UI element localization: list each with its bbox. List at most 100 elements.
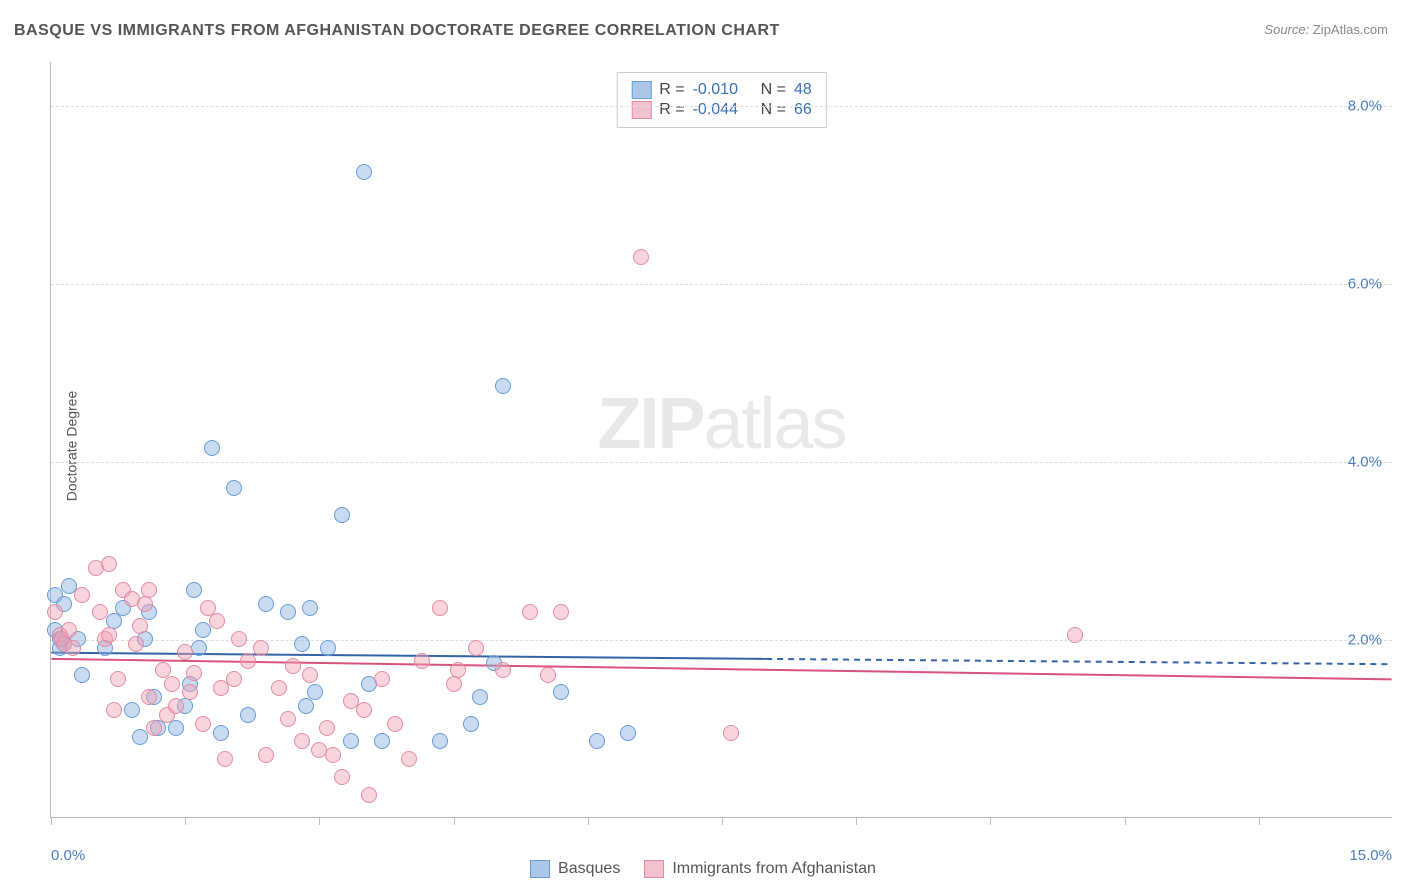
- scatter-point: [320, 640, 336, 656]
- scatter-point: [226, 671, 242, 687]
- scatter-point: [226, 480, 242, 496]
- scatter-point: [186, 665, 202, 681]
- scatter-point: [302, 600, 318, 616]
- scatter-point: [168, 698, 184, 714]
- watermark: ZIPatlas: [597, 383, 845, 465]
- chart-title: BASQUE VS IMMIGRANTS FROM AFGHANISTAN DO…: [14, 22, 780, 40]
- scatter-point: [101, 627, 117, 643]
- scatter-point: [92, 604, 108, 620]
- y-tick-label: 2.0%: [1348, 632, 1382, 649]
- legend-r-label: R =: [659, 101, 684, 119]
- scatter-point: [343, 733, 359, 749]
- legend-r-label: R =: [659, 81, 684, 99]
- scatter-point: [195, 716, 211, 732]
- scatter-point: [432, 733, 448, 749]
- gridline: [51, 462, 1392, 463]
- scatter-point: [620, 725, 636, 741]
- scatter-point: [61, 622, 77, 638]
- x-tick: [1125, 817, 1126, 825]
- scatter-point: [356, 164, 372, 180]
- scatter-point: [540, 667, 556, 683]
- x-tick: [51, 817, 52, 825]
- scatter-point: [132, 618, 148, 634]
- scatter-point: [294, 636, 310, 652]
- regression-lines-layer: [51, 62, 1392, 817]
- legend-swatch: [644, 860, 664, 878]
- scatter-point: [280, 604, 296, 620]
- scatter-point: [240, 653, 256, 669]
- scatter-point: [258, 747, 274, 763]
- x-tick: [185, 817, 186, 825]
- scatter-point: [253, 640, 269, 656]
- scatter-point: [146, 720, 162, 736]
- legend-row: R =-0.010N =48: [631, 81, 811, 99]
- scatter-point: [204, 440, 220, 456]
- watermark-rest: atlas: [703, 384, 845, 464]
- legend-item: Immigrants from Afghanistan: [644, 860, 876, 878]
- scatter-point: [128, 636, 144, 652]
- scatter-point: [124, 702, 140, 718]
- scatter-point: [168, 720, 184, 736]
- x-axis-min-label: 0.0%: [51, 847, 85, 864]
- scatter-point: [302, 667, 318, 683]
- legend-item: Basques: [530, 860, 620, 878]
- gridline: [51, 640, 1392, 641]
- scatter-point: [280, 711, 296, 727]
- scatter-point: [294, 733, 310, 749]
- scatter-point: [450, 662, 466, 678]
- source-attribution: Source: ZipAtlas.com: [1264, 22, 1388, 37]
- y-tick-label: 4.0%: [1348, 454, 1382, 471]
- scatter-point: [74, 587, 90, 603]
- scatter-point: [356, 702, 372, 718]
- legend-swatch: [530, 860, 550, 878]
- scatter-point: [468, 640, 484, 656]
- scatter-point: [240, 707, 256, 723]
- scatter-point: [231, 631, 247, 647]
- watermark-bold: ZIP: [597, 384, 703, 464]
- scatter-point: [307, 684, 323, 700]
- gridline: [51, 284, 1392, 285]
- chart-plot-area: ZIPatlas R =-0.010N =48R =-0.044N =66 0.…: [50, 62, 1392, 818]
- scatter-point: [217, 751, 233, 767]
- scatter-point: [285, 658, 301, 674]
- source-name: ZipAtlas.com: [1313, 22, 1388, 37]
- scatter-point: [553, 604, 569, 620]
- scatter-point: [387, 716, 403, 732]
- scatter-point: [401, 751, 417, 767]
- legend-swatch: [631, 101, 651, 119]
- scatter-point: [495, 662, 511, 678]
- scatter-point: [319, 720, 335, 736]
- scatter-point: [553, 684, 569, 700]
- scatter-point: [74, 667, 90, 683]
- x-tick: [1259, 817, 1260, 825]
- correlation-legend: R =-0.010N =48R =-0.044N =66: [616, 72, 826, 128]
- scatter-point: [361, 787, 377, 803]
- x-tick: [856, 817, 857, 825]
- x-tick: [722, 817, 723, 825]
- scatter-point: [110, 671, 126, 687]
- regression-line: [51, 653, 766, 659]
- scatter-point: [414, 653, 430, 669]
- source-label: Source:: [1264, 22, 1309, 37]
- scatter-point: [589, 733, 605, 749]
- scatter-point: [374, 671, 390, 687]
- scatter-point: [374, 733, 390, 749]
- x-tick: [319, 817, 320, 825]
- scatter-point: [258, 596, 274, 612]
- scatter-point: [213, 725, 229, 741]
- x-tick: [990, 817, 991, 825]
- regression-line-dashed: [766, 659, 1391, 664]
- legend-r-value: -0.010: [693, 81, 753, 99]
- x-axis-max-label: 15.0%: [1349, 847, 1392, 864]
- scatter-point: [495, 378, 511, 394]
- scatter-point: [141, 582, 157, 598]
- scatter-point: [334, 769, 350, 785]
- scatter-point: [522, 604, 538, 620]
- scatter-point: [633, 249, 649, 265]
- legend-label: Immigrants from Afghanistan: [672, 860, 876, 878]
- legend-row: R =-0.044N =66: [631, 101, 811, 119]
- scatter-point: [106, 702, 122, 718]
- legend-n-label: N =: [761, 101, 786, 119]
- x-tick: [588, 817, 589, 825]
- x-tick: [454, 817, 455, 825]
